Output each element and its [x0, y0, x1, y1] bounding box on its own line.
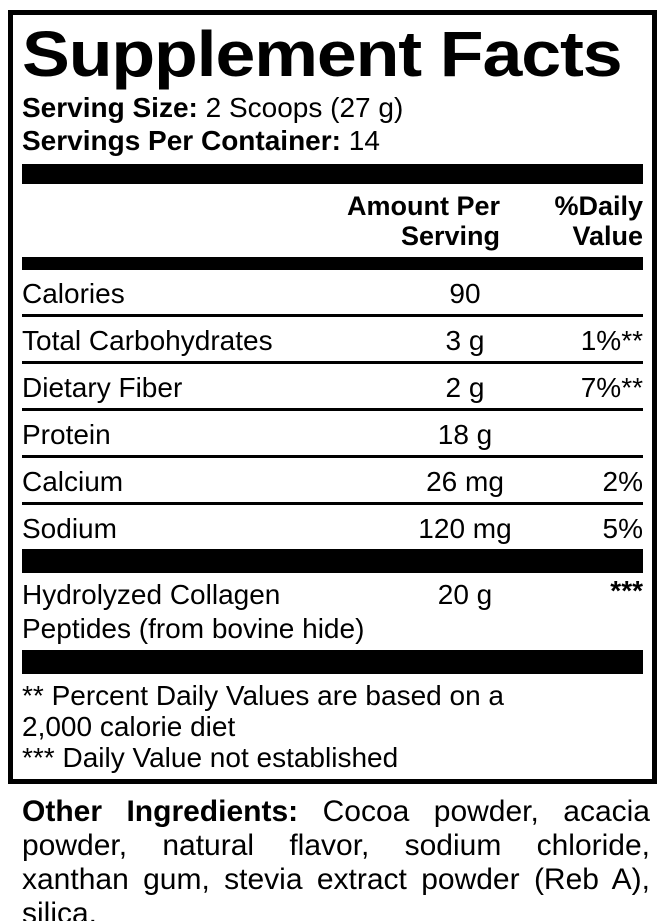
- dv-header-line2: Value: [572, 220, 643, 251]
- table-header-row: Amount Per Serving %Daily Value: [22, 184, 643, 257]
- nutrient-row-protein: Protein 18 g: [22, 411, 643, 458]
- panel-title: Supplement Facts: [22, 18, 623, 90]
- collagen-name-line1: Hydrolyzed Collagen: [22, 578, 281, 610]
- nutrient-row-sodium: Sodium 120 mg 5%: [22, 505, 643, 552]
- nutrient-amount: 90: [449, 277, 481, 309]
- footnote-daily-values-line2: 2,000 calorie diet: [22, 710, 236, 742]
- dv-header-line1: %Daily: [554, 190, 643, 221]
- nutrient-amount: 20 g: [437, 578, 493, 610]
- nutrient-amount: 26 mg: [426, 465, 504, 497]
- nutrient-daily-value: 1%**: [580, 324, 643, 356]
- nutrient-amount: 2 g: [445, 371, 485, 403]
- nutrient-amount: 18 g: [437, 418, 493, 450]
- nutrient-daily-value: 5%: [602, 512, 643, 544]
- nutrient-name: Calories: [22, 277, 125, 309]
- other-ingredients-label: Other Ingredients:: [22, 794, 299, 828]
- nutrient-row-dietary-fiber: Dietary Fiber 2 g 7%**: [22, 364, 643, 411]
- nutrient-row-hydrolyzed-collagen: Hydrolyzed Collagen Peptides (from bovin…: [22, 573, 643, 650]
- servings-per-container-value: 14: [340, 124, 380, 156]
- supplement-facts-panel: Supplement Facts Serving Size: 2 Scoops …: [8, 10, 657, 784]
- collagen-name-line2: Peptides (from bovine hide): [22, 612, 365, 644]
- separator-bar-thick: [22, 649, 643, 674]
- nutrient-name: Dietary Fiber: [22, 371, 183, 403]
- nutrient-row-calories: Calories 90: [22, 270, 643, 317]
- footnote-dv-not-established: *** Daily Value not established: [22, 741, 399, 773]
- serving-size-value: 2 Scoops (27 g): [197, 91, 404, 123]
- nutrient-daily-value: 7%**: [580, 371, 643, 403]
- amount-header-line2: Serving: [400, 220, 500, 251]
- separator-bar-medium: [22, 256, 643, 270]
- nutrient-row-total-carbohydrates: Total Carbohydrates 3 g 1%**: [22, 317, 643, 364]
- amount-per-serving-header: Amount Per Serving: [22, 191, 500, 251]
- serving-size-line: Serving Size: 2 Scoops (27 g): [22, 91, 643, 124]
- nutrient-row-calcium: Calcium 26 mg 2%: [22, 458, 643, 505]
- nutrient-amount: 120 mg: [418, 512, 512, 544]
- servings-per-container-label: Servings Per Container:: [22, 124, 341, 156]
- nutrient-name: Total Carbohydrates: [22, 324, 273, 356]
- nutrient-name: Sodium: [22, 512, 117, 544]
- nutrient-daily-value: ***: [610, 574, 643, 606]
- nutrient-name: Hydrolyzed Collagen Peptides (from bovin…: [22, 578, 390, 646]
- nutrient-amount: 3 g: [445, 324, 485, 356]
- nutrient-daily-value: 2%: [602, 465, 643, 497]
- other-ingredients-text: Cocoa powder, acacia powder, natural fla…: [22, 794, 650, 921]
- separator-bar-thick: [22, 551, 643, 573]
- separator-bar-thick: [22, 163, 643, 184]
- footnotes: ** Percent Daily Values are based on a 2…: [22, 674, 643, 773]
- servings-per-container-line: Servings Per Container: 14: [22, 124, 643, 157]
- other-ingredients-paragraph: Other Ingredients: Cocoa powder, acacia …: [22, 795, 650, 921]
- amount-header-line1: Amount Per: [346, 190, 500, 221]
- daily-value-header: %Daily Value: [500, 191, 643, 251]
- serving-size-label: Serving Size:: [22, 91, 198, 123]
- nutrient-name: Calcium: [22, 465, 124, 497]
- footnote-daily-values-line1: ** Percent Daily Values are based on a: [22, 679, 504, 711]
- nutrient-name: Protein: [22, 418, 111, 450]
